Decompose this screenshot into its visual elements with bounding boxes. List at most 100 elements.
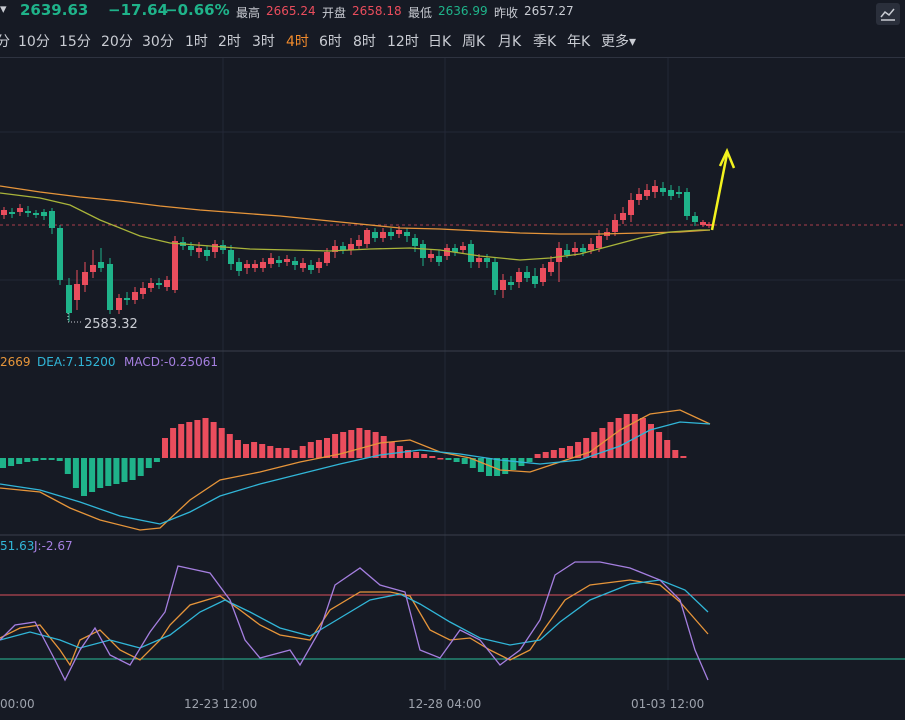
candle-body (212, 244, 218, 252)
macd-bar (64, 458, 71, 474)
candle-body (588, 244, 594, 250)
chart-style-icon[interactable] (876, 3, 900, 25)
macd-bar (542, 452, 549, 458)
candle-body (17, 208, 23, 212)
candle-body (348, 244, 354, 250)
open-value: 2658.18 (352, 4, 402, 18)
macd-bar (170, 428, 177, 458)
macd-bar (421, 454, 428, 458)
x-axis-label: 01-03 12:00 (631, 697, 705, 711)
candle-body (706, 224, 712, 226)
macd-bar (307, 442, 314, 458)
macd-bar (558, 448, 565, 458)
macd-bar (639, 418, 646, 458)
tab-timeframe[interactable]: 周K (462, 34, 486, 50)
macd-bar (672, 450, 679, 458)
candle-body (460, 246, 466, 250)
macd-bar (194, 420, 201, 458)
macd-bar (72, 458, 79, 488)
high-value: 2665.24 (266, 4, 316, 18)
macd-bar (607, 422, 614, 458)
tab-timeframe[interactable]: 8时 (353, 34, 376, 50)
candle-body (644, 190, 650, 196)
candle-body (452, 248, 458, 252)
trend-arrow-head (718, 147, 736, 169)
candle-body (107, 264, 113, 310)
macd-bar (364, 430, 371, 458)
candle-body (332, 246, 338, 252)
macd-bar (623, 414, 630, 458)
prev-close-value: 2657.27 (524, 4, 574, 18)
macd-bar (388, 442, 395, 458)
macd-bar (234, 440, 241, 458)
tab-timeframe[interactable]: 年K (567, 34, 591, 50)
open-label: 开盘 (322, 6, 347, 20)
macd-bar (648, 424, 654, 458)
candle-body (548, 262, 554, 272)
candle-body (276, 260, 282, 263)
tab-timeframe[interactable]: 10分 (18, 34, 50, 50)
macd-bar (210, 422, 217, 458)
prev-close-label: 昨收 (494, 6, 519, 20)
macd-bar (8, 458, 15, 466)
macd-bar (477, 458, 484, 472)
candle-body (196, 248, 202, 252)
macd-bar (153, 458, 160, 462)
candle-body (356, 240, 362, 246)
candle-body (364, 230, 370, 244)
candle-body (244, 264, 250, 268)
tab-timeframe[interactable]: 20分 (101, 34, 133, 50)
macd-bar (510, 458, 517, 470)
last-price: 2639.63 (20, 1, 89, 19)
candle-body (57, 228, 63, 280)
candle-body (25, 211, 31, 213)
tab-timeframe[interactable]: 季K (533, 34, 557, 50)
candle-body (260, 262, 266, 268)
candle-body (692, 216, 698, 222)
tab-timeframe[interactable]: 3时 (252, 34, 275, 50)
macd-bar (218, 428, 225, 458)
candle-body (308, 265, 314, 270)
candle-body (33, 213, 39, 215)
macd-bar (105, 458, 112, 486)
dropdown-arrow-icon[interactable]: ▾ (0, 2, 7, 17)
trend-arrow (710, 153, 729, 231)
macd-bar (162, 438, 168, 458)
candle-body (284, 259, 290, 262)
tab-timeframe[interactable]: 日K (428, 34, 452, 50)
macd-bar (89, 458, 96, 492)
tab-timeframe[interactable]: 12时 (387, 34, 419, 50)
macd-bar (202, 418, 209, 458)
kdj-j-label: J:-2.67 (34, 539, 73, 553)
tab-timeframe[interactable]: 月K (498, 34, 522, 50)
candle-body (572, 248, 578, 252)
tab-timeframe[interactable]: 更多▾ (601, 34, 637, 50)
macd-bar (97, 458, 104, 488)
tab-timeframe[interactable]: 2时 (218, 34, 241, 50)
macd-bar (615, 418, 622, 458)
candle-body (556, 248, 562, 262)
macd-bar (445, 458, 452, 460)
tab-timeframe[interactable]: 15分 (59, 34, 91, 50)
macd-bar (291, 450, 298, 458)
candle-body (300, 263, 306, 268)
candle-body (484, 258, 490, 262)
macd-bar (575, 442, 582, 458)
macd-bar (340, 432, 347, 458)
tab-timeframe[interactable]: 分 (0, 34, 10, 50)
candle-body (1, 210, 7, 215)
kdj-d-line (0, 579, 709, 649)
candle-body (700, 222, 706, 225)
macd-bar (259, 444, 266, 458)
macd-bar (413, 452, 420, 458)
macd-bar (40, 458, 47, 460)
quote-bar: ▾ 2639.63 −17.64 −0.66% 最高 2665.24 开盘 26… (0, 0, 905, 24)
candle-body (684, 192, 690, 216)
candle-body (660, 188, 666, 192)
tab-timeframe[interactable]: 6时 (319, 34, 342, 50)
tab-timeframe[interactable]: 1时 (185, 34, 208, 50)
tab-timeframe[interactable]: 4时 (286, 34, 309, 50)
candle-body (124, 298, 130, 300)
tab-timeframe[interactable]: 30分 (142, 34, 174, 50)
